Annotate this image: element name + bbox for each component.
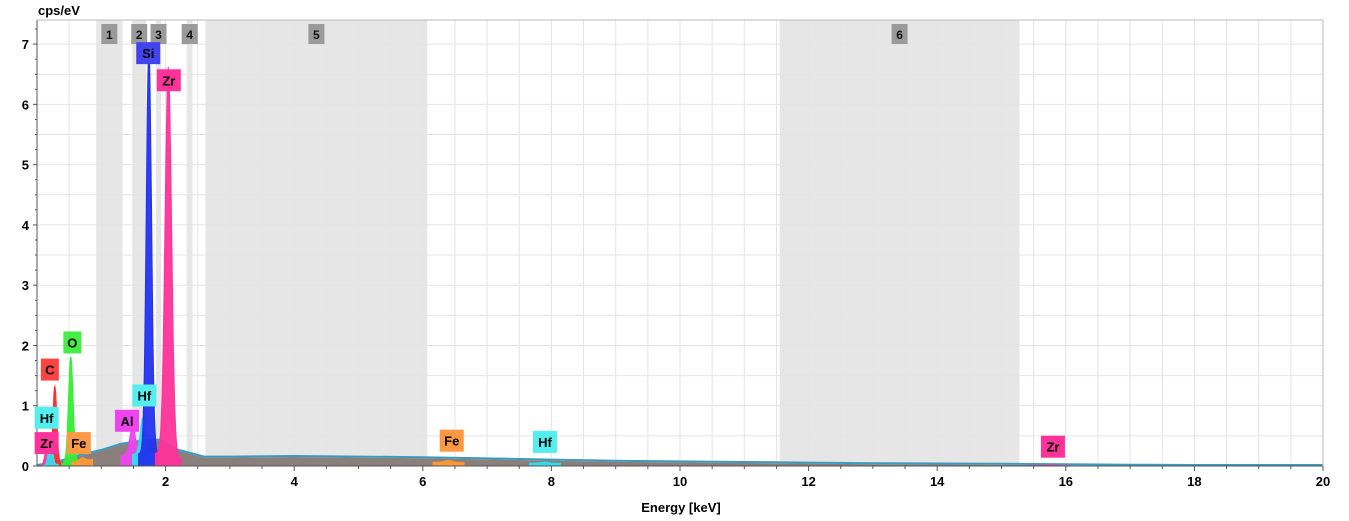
peak-fe	[71, 457, 94, 467]
region-band-6	[779, 20, 1020, 466]
peak-label-box	[34, 432, 59, 455]
peak-label-hf: Hf	[34, 406, 59, 429]
peak-label-box	[532, 430, 557, 453]
peak-label-text: Al	[121, 414, 134, 429]
peak-label-text: Zr	[40, 436, 53, 451]
x-tick-label: 2	[162, 474, 169, 489]
peak-label-text: O	[67, 335, 77, 350]
y-tick-label: 1	[22, 399, 29, 414]
peak-labels-layer: Si Zr CO Hf Zr Fe Hf Al Fe Hf Zr	[34, 42, 1065, 458]
y-tick-label: 4	[22, 218, 30, 233]
peak-label-c: C	[40, 358, 59, 381]
x-tick-label: 4	[291, 474, 299, 489]
x-tick-label: 10	[673, 474, 687, 489]
x-tick-label: 12	[801, 474, 815, 489]
region-tag-6: 6	[891, 24, 908, 44]
y-tick-label: 0	[22, 459, 29, 474]
x-tick-label: 8	[548, 474, 555, 489]
region-tag-box	[131, 24, 148, 44]
spectrum-outline	[36, 438, 1323, 466]
peak-label-si: Si	[136, 42, 161, 65]
peak-label-text: Hf	[538, 435, 552, 450]
region-tag-box	[891, 24, 908, 44]
peak-label-box	[1040, 435, 1065, 458]
region-band-3	[155, 20, 162, 466]
region-tag-3: 3	[150, 24, 167, 44]
peak-label-box	[132, 384, 157, 407]
peak-label-al: Al	[115, 409, 140, 432]
peak-label-box	[156, 69, 181, 92]
x-tick-label: 6	[419, 474, 426, 489]
x-tick-label: 20	[1316, 474, 1330, 489]
region-band-4	[186, 20, 193, 466]
region-tag-2: 2	[131, 24, 148, 44]
peak-label-text: Zr	[1046, 440, 1059, 455]
region-tag-1: 1	[101, 24, 118, 44]
y-tick-label: 6	[22, 97, 29, 112]
peak-label-zr: Zr	[34, 432, 59, 455]
region-tag-5: 5	[308, 24, 325, 44]
region-tag-box	[101, 24, 118, 44]
region-tag-label: 4	[186, 28, 193, 42]
peak-hf	[529, 461, 561, 467]
region-tag-label: 5	[313, 28, 320, 42]
y-tick-label: 3	[22, 278, 29, 293]
peak-label-text: Hf	[138, 388, 152, 403]
peak-label-box	[34, 406, 59, 429]
peak-fe	[432, 460, 465, 467]
peak-label-zr: Zr	[156, 69, 181, 92]
x-axis-title: Energy [keV]	[641, 500, 720, 515]
peak-label-box	[136, 42, 161, 65]
region-tag-box	[308, 24, 325, 44]
peak-label-fe: Fe	[66, 432, 91, 455]
region-band-2	[132, 20, 147, 466]
peak-label-zr: Zr	[1040, 435, 1065, 458]
peak-label-box	[115, 409, 140, 432]
peak-label-o: O	[63, 331, 82, 354]
region-band-5	[205, 20, 428, 466]
peak-label-box	[63, 331, 82, 354]
peak-label-text: Hf	[40, 411, 54, 426]
region-tag-label: 3	[155, 28, 162, 42]
region-tag-box	[181, 24, 198, 44]
x-tick-label: 14	[930, 474, 945, 489]
y-tick-label: 5	[22, 158, 29, 173]
peak-label-box	[66, 432, 91, 455]
peak-label-text: Zr	[162, 73, 175, 88]
grid-layer	[36, 20, 1324, 466]
peak-label-box	[439, 429, 464, 452]
background-area	[37, 440, 1323, 466]
peak-label-hf: Hf	[132, 384, 157, 407]
peak-label-text: C	[45, 363, 55, 378]
peak-label-box	[40, 358, 59, 381]
peak-label-hf: Hf	[532, 430, 557, 453]
x-tick-label: 18	[1187, 474, 1201, 489]
region-band-1	[96, 20, 123, 466]
regions-layer	[96, 20, 1020, 466]
peak-label-text: Fe	[444, 434, 459, 449]
y-axis-title: cps/eV	[38, 3, 80, 18]
y-tick-label: 2	[22, 338, 29, 353]
x-tick-label: 16	[1059, 474, 1073, 489]
peak-label-text: Si	[142, 46, 154, 61]
peak-label-text: Fe	[71, 436, 86, 451]
region-tag-4: 4	[181, 24, 198, 44]
y-tick-label: 7	[22, 37, 29, 52]
region-tag-label: 6	[896, 28, 903, 42]
background-layer	[36, 438, 1323, 466]
region-tag-label: 2	[136, 28, 143, 42]
region-tag-label: 1	[106, 28, 113, 42]
peak-label-fe: Fe	[439, 429, 464, 452]
region-tag-box	[150, 24, 167, 44]
